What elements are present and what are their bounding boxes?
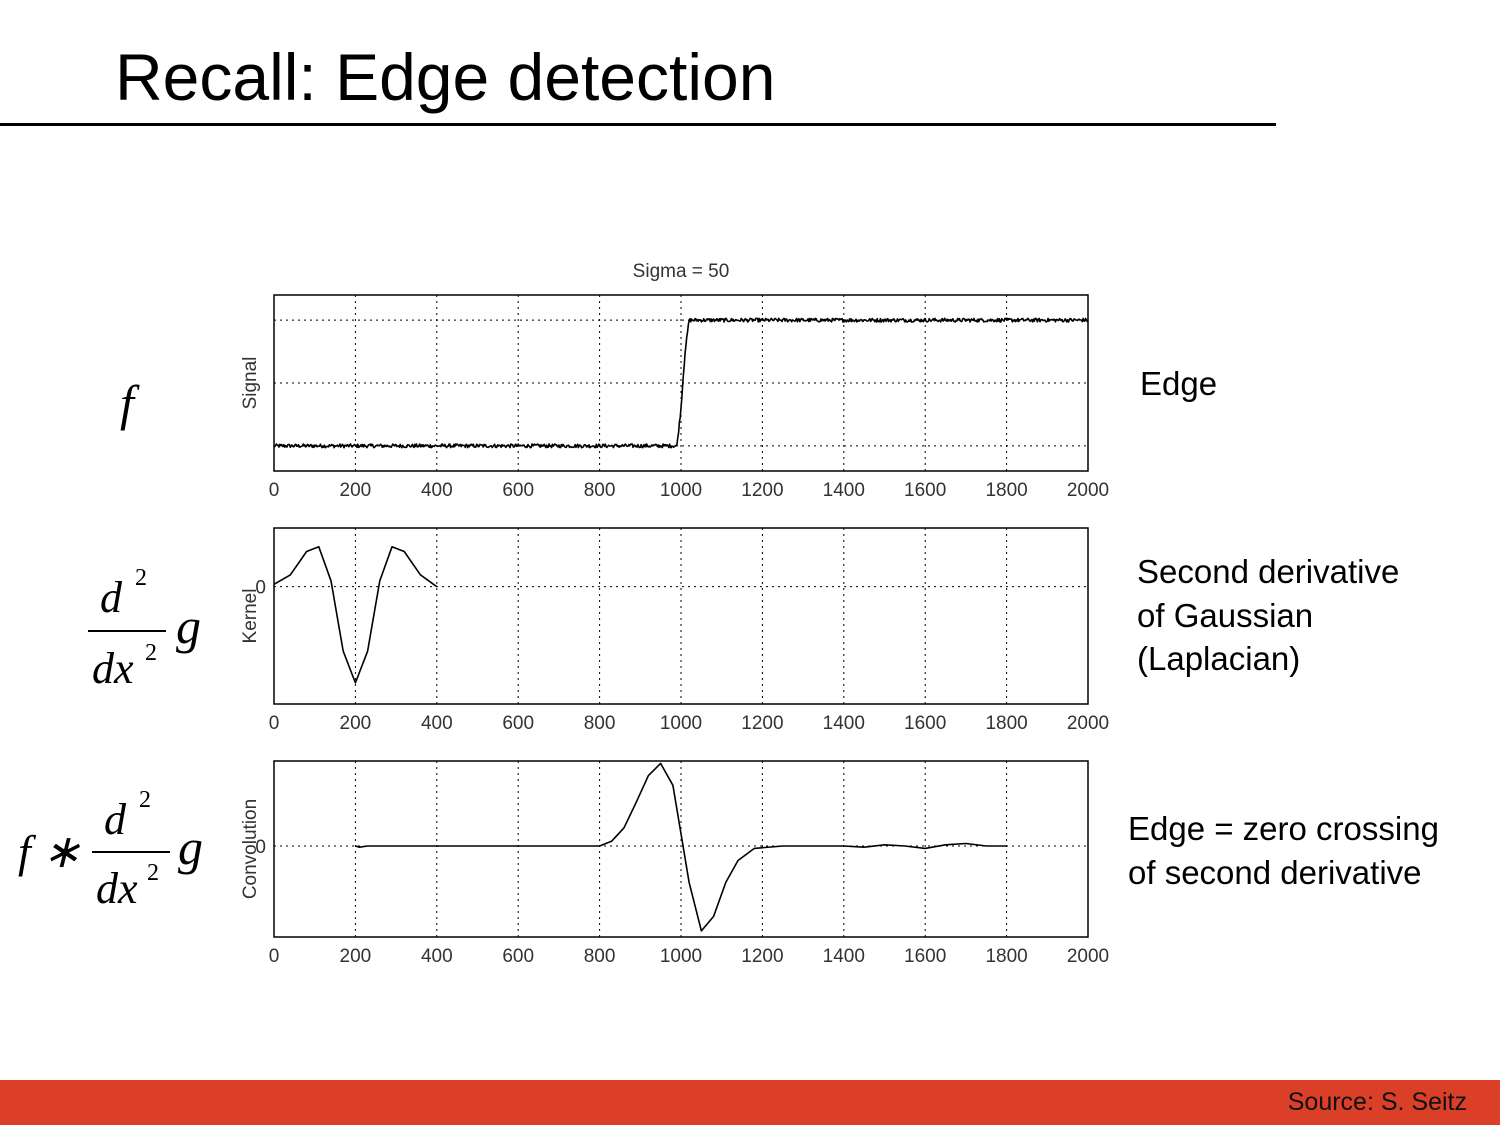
zero-crossing-label: Edge = zero crossing of second derivativ… bbox=[1128, 807, 1439, 894]
x-tick-label: 2000 bbox=[1067, 713, 1109, 734]
y-tick-label: 0 bbox=[255, 837, 266, 858]
title-rule bbox=[0, 123, 1276, 126]
y-axis-label: Signal bbox=[240, 357, 261, 410]
formula-numerator-exp: 2 bbox=[139, 787, 151, 813]
laplacian-label: Second derivative of Gaussian (Laplacian… bbox=[1137, 550, 1399, 681]
x-tick-label: 400 bbox=[421, 480, 453, 501]
edge-label-text: Edge bbox=[1140, 365, 1218, 402]
x-tick-label: 400 bbox=[421, 713, 453, 734]
x-tick-label: 1800 bbox=[985, 946, 1027, 967]
formula-denominator-exp: 2 bbox=[145, 640, 157, 666]
y-axis-label: Kernel bbox=[240, 589, 261, 644]
plots-canvas: Sigma = 50 0 200 400 600 800 1000 1200 1400 1600… bbox=[18, 261, 1109, 967]
formula-denominator: dx bbox=[96, 864, 138, 913]
formula-numerator: d bbox=[100, 573, 123, 622]
formula-g: g bbox=[176, 598, 201, 654]
footer-bar: Source: S. Seitz bbox=[0, 1080, 1500, 1125]
y-axis-label: Convolution bbox=[240, 799, 261, 899]
x-tick-label: 1400 bbox=[823, 946, 865, 967]
x-tick-label: 2000 bbox=[1067, 946, 1109, 967]
axes-frame bbox=[273, 760, 1089, 938]
x-tick-label: 1200 bbox=[741, 480, 783, 501]
x-tick-label: 0 bbox=[269, 713, 280, 734]
formula-numerator-exp: 2 bbox=[135, 565, 147, 591]
x-tick-label: 1400 bbox=[823, 480, 865, 501]
formula-second-derivative: d 2 dx 2 g bbox=[88, 565, 201, 693]
x-tick-label: 600 bbox=[502, 713, 534, 734]
laplacian-line-3: (Laplacian) bbox=[1137, 640, 1301, 678]
laplacian-line-2: of Gaussian bbox=[1137, 596, 1314, 634]
x-tick-label: 1000 bbox=[660, 480, 702, 501]
formula-conv-prefix: f ∗ bbox=[18, 826, 81, 877]
x-tick-label: 200 bbox=[340, 480, 372, 501]
x-tick-label: 1200 bbox=[741, 946, 783, 967]
series-line bbox=[273, 317, 1089, 449]
x-tick-label: 1000 bbox=[660, 713, 702, 734]
x-tick-label: 1600 bbox=[904, 946, 946, 967]
plot-title: Sigma = 50 bbox=[633, 261, 730, 282]
x-tick-label: 800 bbox=[584, 946, 616, 967]
formula-numerator: d bbox=[104, 795, 127, 844]
x-tick-label: 0 bbox=[269, 946, 280, 967]
formula-denominator-exp: 2 bbox=[147, 860, 159, 886]
kernel-plot: 0 200 400 600 800 1000 1200 1400 1600 1800 20000Ke… bbox=[240, 527, 1109, 734]
y-tick-label: 0 bbox=[255, 578, 266, 599]
x-tick-label: 0 bbox=[269, 480, 280, 501]
axes-frame bbox=[273, 527, 1089, 705]
formula-f: f bbox=[120, 375, 140, 431]
x-tick-label: 200 bbox=[340, 713, 372, 734]
x-tick-label: 1200 bbox=[741, 713, 783, 734]
x-tick-label: 1800 bbox=[985, 713, 1027, 734]
x-tick-label: 1000 bbox=[660, 946, 702, 967]
x-tick-label: 2000 bbox=[1067, 480, 1109, 501]
source-credit: Source: S. Seitz bbox=[1287, 1088, 1467, 1116]
zero-crossing-line-2: of second derivative bbox=[1128, 853, 1422, 891]
formula-denominator: dx bbox=[92, 644, 134, 693]
x-tick-label: 1600 bbox=[904, 480, 946, 501]
series-line bbox=[355, 762, 1007, 932]
slide-title: Recall: Edge detection bbox=[115, 40, 776, 114]
x-tick-label: 1400 bbox=[823, 713, 865, 734]
convolution-plot: 0 200 400 600 800 1000 1200 1400 1600 1800 20000Co… bbox=[240, 760, 1109, 967]
x-tick-label: 200 bbox=[340, 946, 372, 967]
x-tick-label: 800 bbox=[584, 480, 616, 501]
x-tick-label: 1800 bbox=[985, 480, 1027, 501]
axes-frame bbox=[273, 294, 1089, 472]
x-tick-label: 600 bbox=[502, 946, 534, 967]
x-tick-label: 1600 bbox=[904, 713, 946, 734]
formula-g: g bbox=[178, 819, 203, 875]
edge-label: Edge bbox=[1140, 362, 1217, 406]
x-tick-label: 400 bbox=[421, 946, 453, 967]
zero-crossing-line-1: Edge = zero crossing bbox=[1128, 810, 1439, 847]
x-tick-label: 800 bbox=[584, 713, 616, 734]
series-line bbox=[273, 545, 438, 684]
signal-plot: 0 200 400 600 800 1000 1200 1400 1600 1800 2000 Sig… bbox=[240, 294, 1109, 501]
laplacian-line-1: Second derivative bbox=[1137, 553, 1400, 590]
formula-convolution: f ∗ d 2 dx 2 g bbox=[18, 787, 203, 913]
x-tick-label: 600 bbox=[502, 480, 534, 501]
